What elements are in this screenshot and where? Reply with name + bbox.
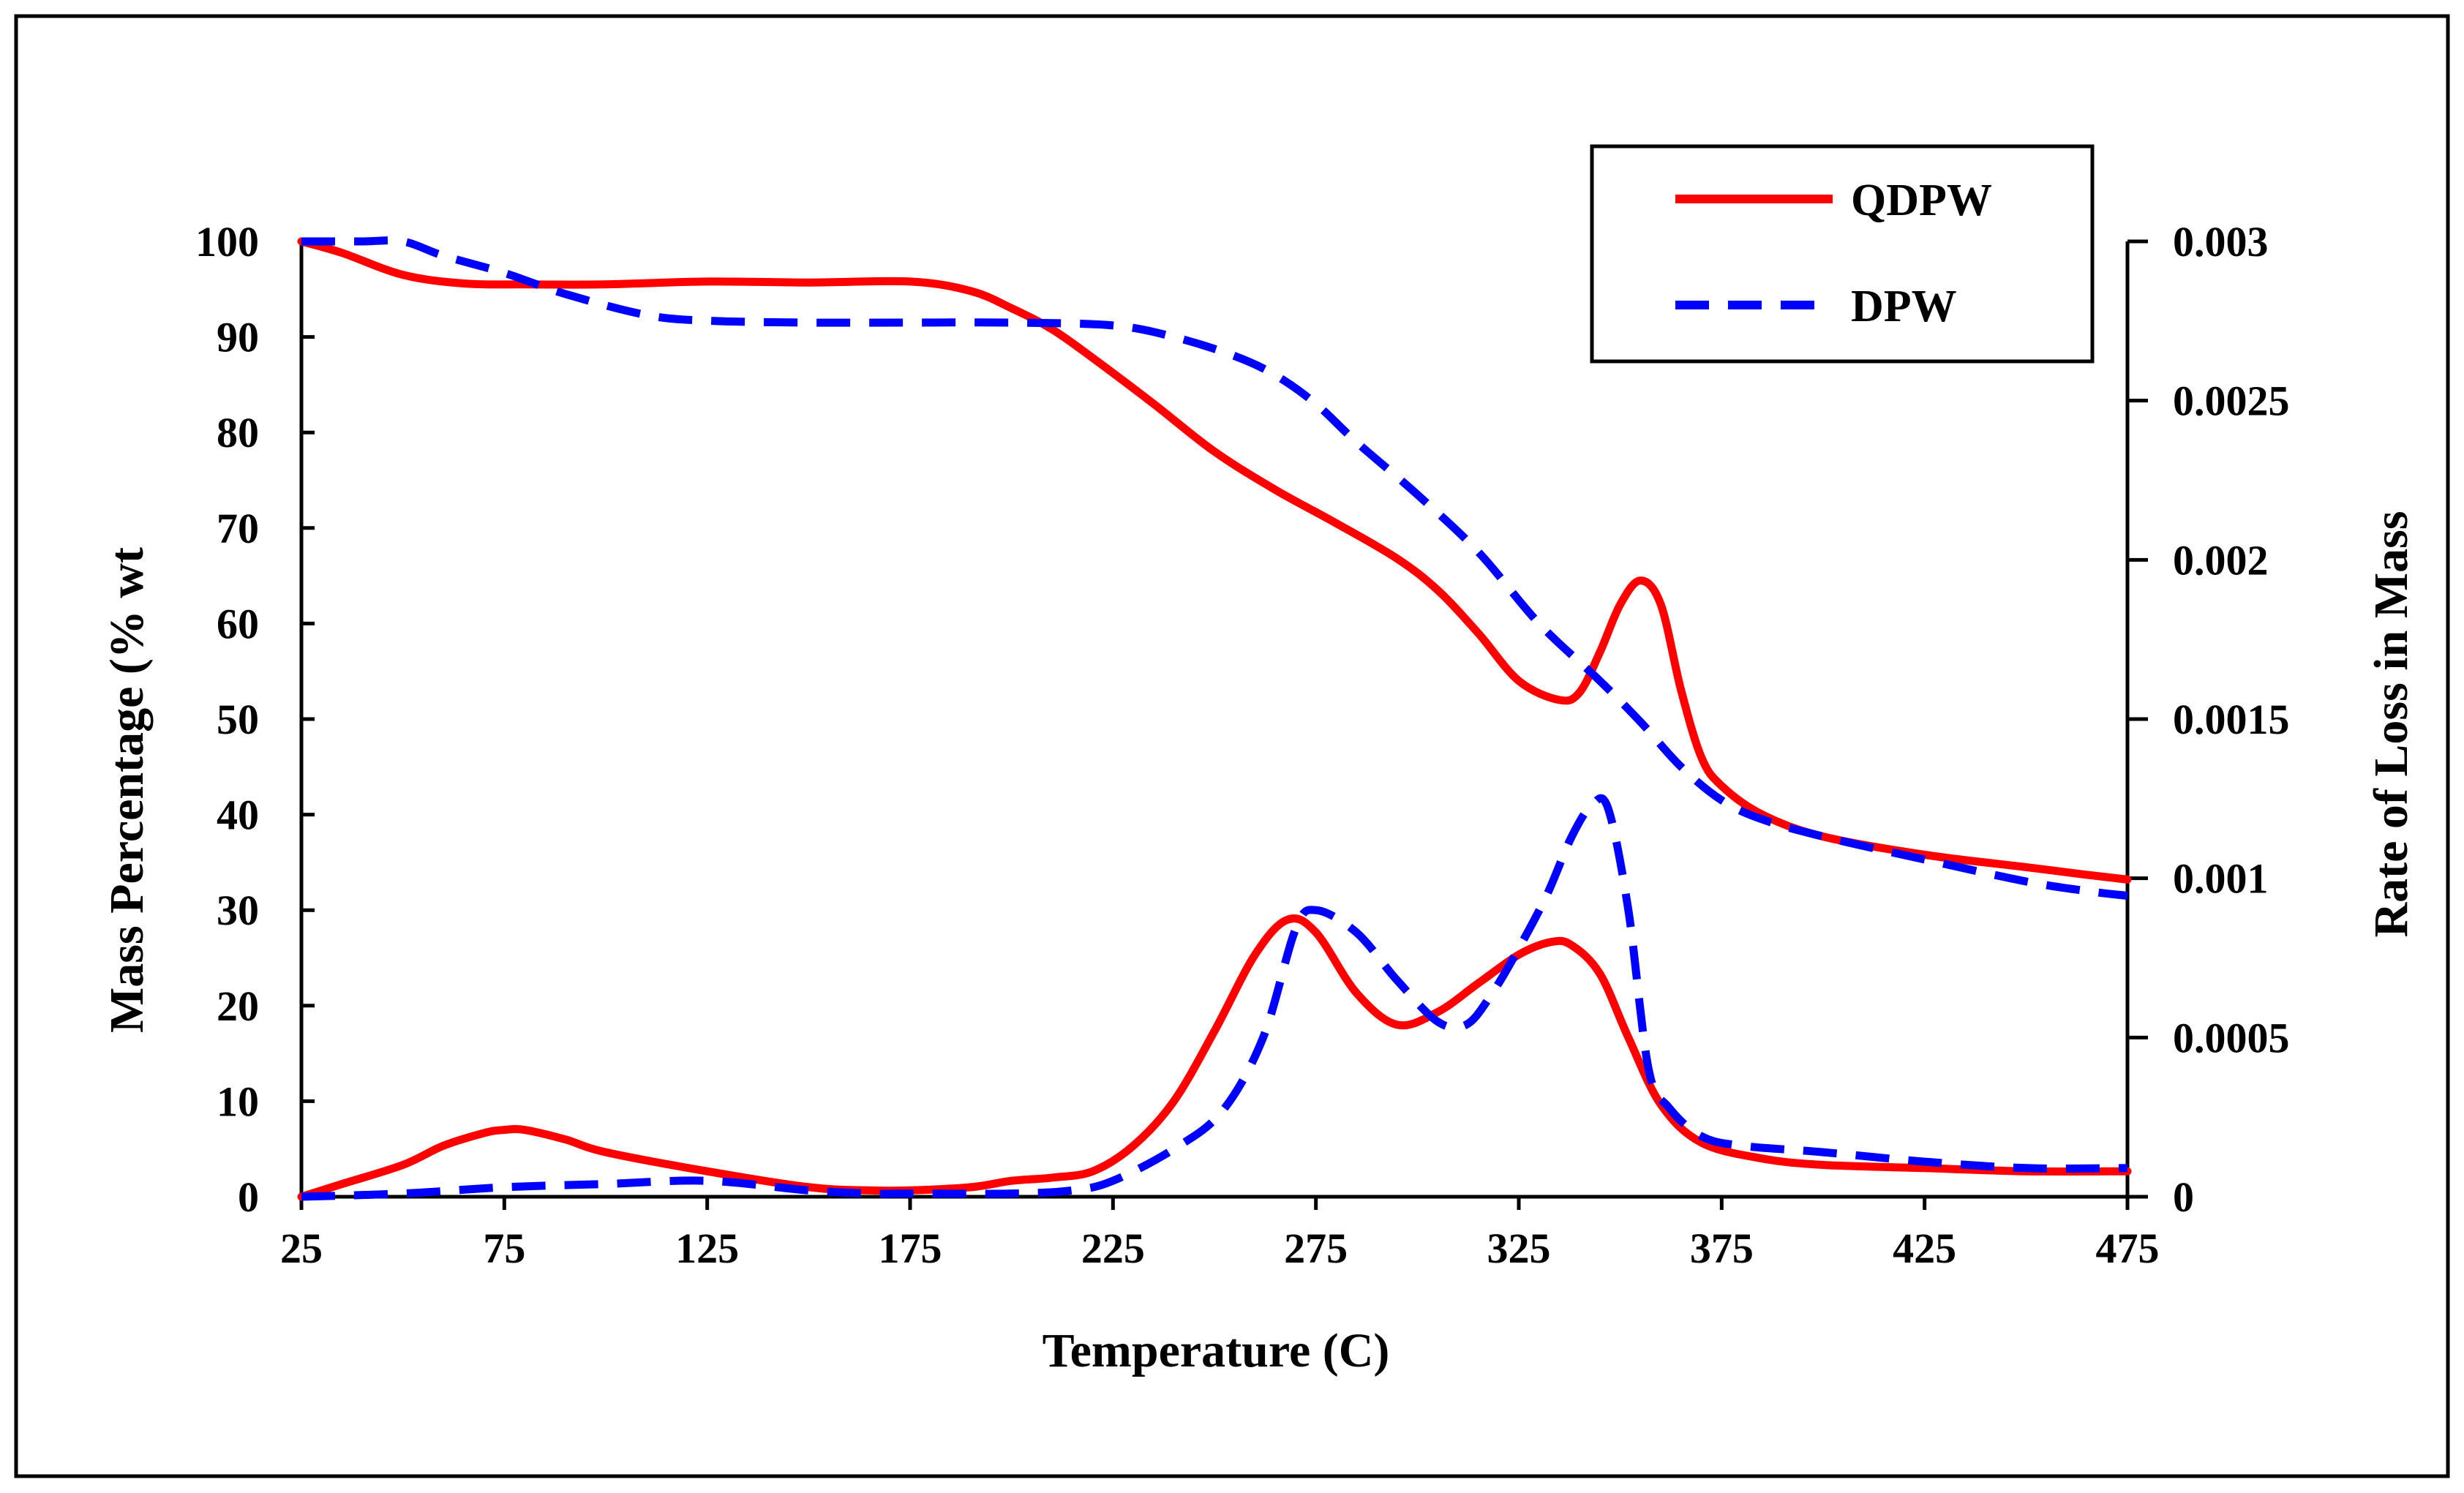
series-line-dpw-mass (301, 236, 2128, 900)
legend: QDPW DPW (1590, 144, 2095, 364)
y-axis-title: Mass Percentage (% wt (100, 547, 154, 1033)
series-line-qdpw-rate (297, 914, 2132, 1201)
y-tick-label: 90 (217, 314, 259, 361)
series-line-qdpw-mass (297, 237, 2132, 884)
y-tick-label: 10 (217, 1078, 259, 1125)
x-tick-label: 425 (1893, 1225, 1956, 1272)
y2-tick-label: 0.003 (2173, 218, 2269, 266)
legend-label-qdpw: QDPW (1851, 176, 1992, 225)
y2-axis-title: Rate of Loss in Mass (2365, 511, 2418, 937)
y-tick-label: 30 (217, 887, 259, 934)
y-tick-label: 50 (217, 696, 259, 743)
x-tick-label: 125 (675, 1225, 739, 1272)
y-tick-label: 40 (217, 791, 259, 839)
y-tick-label: 100 (195, 218, 259, 266)
legend-box (1590, 144, 2095, 364)
x-tick-label: 475 (2096, 1225, 2160, 1272)
x-tick-label: 275 (1284, 1225, 1348, 1272)
series-layer (297, 236, 2132, 1201)
y-tick-label: 70 (217, 505, 259, 552)
y2-tick-label: 0.0005 (2173, 1014, 2290, 1061)
y2-tick-label: 0.0015 (2173, 696, 2290, 743)
y-tick-label: 80 (217, 409, 259, 456)
x-tick-label: 25 (280, 1225, 323, 1272)
y2-tick-label: 0 (2173, 1173, 2194, 1221)
x-tick-label: 325 (1487, 1225, 1551, 1272)
x-tick-label: 375 (1690, 1225, 1754, 1272)
y2-tick-label: 0.0025 (2173, 377, 2290, 425)
legend-label-dpw: DPW (1851, 282, 1957, 331)
y2-tick-label: 0.001 (2173, 855, 2269, 903)
axes: 25 75 125 175 225 275 325 375 425 475 0 10 20 30 40 50 6… (195, 218, 2290, 1272)
y2-tick-label: 0.002 (2173, 536, 2269, 584)
x-tick-label: 175 (879, 1225, 942, 1272)
y-tick-label: 60 (217, 600, 259, 647)
y-tick-label: 0 (238, 1173, 259, 1221)
y-tick-label: 20 (217, 982, 259, 1030)
x-tick-label: 225 (1081, 1225, 1145, 1272)
x-tick-label: 75 (483, 1225, 525, 1272)
x-axis-title: Temperature (C) (1043, 1324, 1390, 1377)
